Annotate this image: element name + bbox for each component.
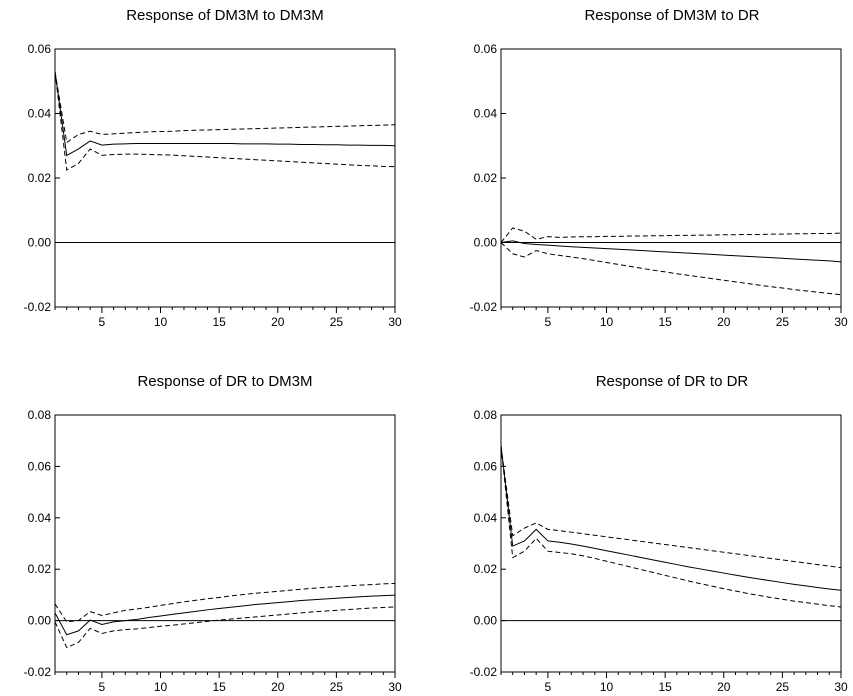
response-line (54, 71, 396, 157)
confidence-band-line (54, 582, 396, 623)
x-tick-label: 5 (545, 680, 552, 694)
confidence-band-line (500, 242, 842, 296)
y-tick-label: 0.00 (474, 236, 498, 250)
x-tick-label: 25 (330, 315, 344, 329)
x-tick-label: 15 (212, 680, 226, 694)
y-tick-label: 0.04 (474, 511, 498, 525)
y-tick-label: 0.04 (28, 107, 52, 121)
y-tick-label: 0.06 (28, 459, 52, 473)
x-tick-label: 5 (99, 315, 106, 329)
x-tick-label: 5 (99, 680, 106, 694)
x-tick-label: 10 (600, 680, 614, 694)
y-tick-label: 0.08 (28, 408, 52, 422)
x-tick-label: 30 (388, 680, 402, 694)
confidence-band-line (54, 71, 396, 171)
confidence-band-line (500, 445, 842, 608)
y-tick-label: -0.02 (470, 300, 498, 314)
x-tick-label: 25 (776, 315, 790, 329)
response-line (500, 240, 842, 263)
y-tick-label: 0.02 (28, 562, 52, 576)
confidence-band-line (500, 227, 842, 243)
y-tick-label: 0.02 (474, 171, 498, 185)
x-tick-label: 20 (717, 680, 731, 694)
y-tick-label: 0.02 (28, 171, 52, 185)
chart-title: Response of DM3M to DM3M (126, 7, 324, 24)
y-tick-label: 0.00 (28, 614, 52, 628)
x-tick-label: 25 (330, 680, 344, 694)
panel-dr-to-dr: Response of DR to DR -0.02 0.00 0.02 0.04 0.… (470, 373, 848, 694)
x-tick-label: 30 (834, 315, 848, 329)
y-tick-label: 0.00 (474, 614, 498, 628)
x-tick-label: 10 (600, 315, 614, 329)
chart-title: Response of DR to DR (596, 373, 749, 390)
confidence-band-line (54, 71, 396, 144)
plot-frame (54, 414, 396, 673)
confidence-band-line (500, 445, 842, 569)
y-tick-label: 0.02 (474, 562, 498, 576)
y-tick-label: 0.08 (474, 408, 498, 422)
x-tick-label: 5 (545, 315, 552, 329)
plot-frame (500, 48, 842, 308)
x-tick-label: 20 (717, 315, 731, 329)
response-line (54, 594, 396, 636)
y-tick-label: -0.02 (24, 665, 52, 679)
y-tick-label: 0.04 (28, 511, 52, 525)
x-tick-label: 25 (776, 680, 790, 694)
x-tick-label: 15 (658, 315, 672, 329)
x-tick-label: 15 (212, 315, 226, 329)
response-line (500, 445, 842, 591)
x-tick-label: 10 (154, 680, 168, 694)
x-tick-label: 30 (388, 315, 402, 329)
y-tick-label: 0.04 (474, 107, 498, 121)
y-tick-label: 0.06 (474, 459, 498, 473)
y-tick-label: -0.02 (470, 665, 498, 679)
chart-title: Response of DR to DM3M (137, 373, 312, 390)
confidence-band-line (54, 606, 396, 649)
plot-frame (54, 48, 396, 308)
plot-frame (500, 414, 842, 673)
y-tick-label: -0.02 (24, 300, 52, 314)
chart-title: Response of DM3M to DR (584, 7, 759, 24)
y-tick-label: 0.00 (28, 236, 52, 250)
panel-dm3m-to-dm3m: Response of DM3M to DM3M -0.02 0.00 0.02 0.… (24, 7, 402, 329)
x-tick-label: 15 (658, 680, 672, 694)
y-tick-label: 0.06 (28, 42, 52, 56)
x-tick-label: 30 (834, 680, 848, 694)
x-tick-label: 20 (271, 315, 285, 329)
x-tick-label: 10 (154, 315, 168, 329)
y-tick-label: 0.06 (474, 42, 498, 56)
panel-dr-to-dm3m: Response of DR to DM3M -0.02 0.00 0.02 0.04… (24, 373, 402, 694)
x-tick-label: 20 (271, 680, 285, 694)
panel-dm3m-to-dr: Response of DM3M to DR -0.02 0.00 0.02 0.04… (470, 7, 848, 329)
